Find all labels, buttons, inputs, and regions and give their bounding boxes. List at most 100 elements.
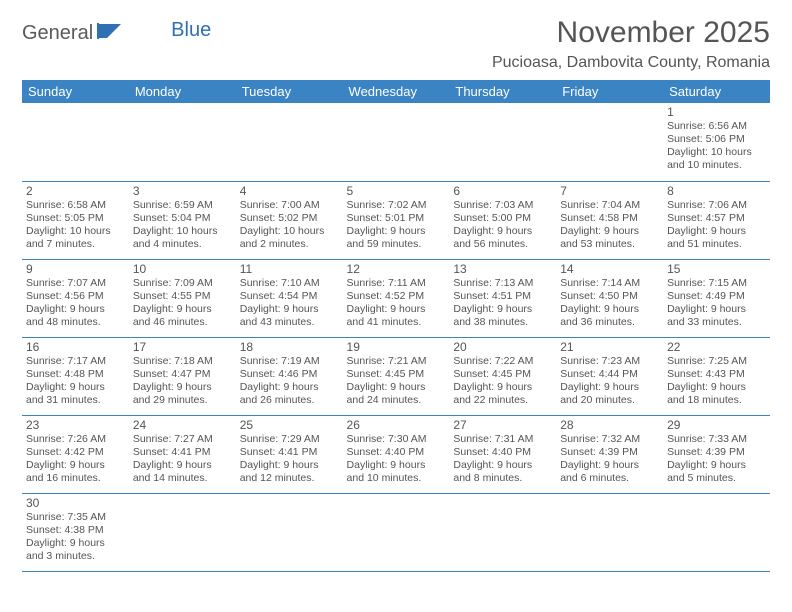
day-header: Tuesday — [236, 80, 343, 103]
day-number: 21 — [560, 340, 659, 354]
calendar-cell: 8Sunrise: 7:06 AMSunset: 4:57 PMDaylight… — [663, 181, 770, 259]
day-info: Sunrise: 7:23 AMSunset: 4:44 PMDaylight:… — [560, 355, 659, 408]
day-info: Sunrise: 6:56 AMSunset: 5:06 PMDaylight:… — [667, 120, 766, 173]
calendar-cell: 5Sunrise: 7:02 AMSunset: 5:01 PMDaylight… — [343, 181, 450, 259]
day-info: Sunrise: 7:21 AMSunset: 4:45 PMDaylight:… — [347, 355, 446, 408]
calendar-row: 30Sunrise: 7:35 AMSunset: 4:38 PMDayligh… — [22, 493, 770, 571]
calendar-cell — [449, 493, 556, 571]
day-number: 14 — [560, 262, 659, 276]
calendar-cell: 7Sunrise: 7:04 AMSunset: 4:58 PMDaylight… — [556, 181, 663, 259]
day-number: 18 — [240, 340, 339, 354]
day-info: Sunrise: 7:31 AMSunset: 4:40 PMDaylight:… — [453, 433, 552, 486]
flag-icon — [97, 22, 123, 45]
calendar-cell: 29Sunrise: 7:33 AMSunset: 4:39 PMDayligh… — [663, 415, 770, 493]
calendar-cell: 18Sunrise: 7:19 AMSunset: 4:46 PMDayligh… — [236, 337, 343, 415]
day-number: 17 — [133, 340, 232, 354]
calendar-cell — [22, 103, 129, 181]
day-number: 19 — [347, 340, 446, 354]
calendar-table: Sunday Monday Tuesday Wednesday Thursday… — [22, 80, 770, 572]
day-number: 4 — [240, 184, 339, 198]
calendar-cell: 25Sunrise: 7:29 AMSunset: 4:41 PMDayligh… — [236, 415, 343, 493]
day-number: 22 — [667, 340, 766, 354]
day-info: Sunrise: 7:30 AMSunset: 4:40 PMDaylight:… — [347, 433, 446, 486]
day-number: 27 — [453, 418, 552, 432]
day-info: Sunrise: 7:32 AMSunset: 4:39 PMDaylight:… — [560, 433, 659, 486]
calendar-row: 16Sunrise: 7:17 AMSunset: 4:48 PMDayligh… — [22, 337, 770, 415]
day-info: Sunrise: 7:22 AMSunset: 4:45 PMDaylight:… — [453, 355, 552, 408]
day-info: Sunrise: 7:27 AMSunset: 4:41 PMDaylight:… — [133, 433, 232, 486]
calendar-cell: 3Sunrise: 6:59 AMSunset: 5:04 PMDaylight… — [129, 181, 236, 259]
calendar-cell: 30Sunrise: 7:35 AMSunset: 4:38 PMDayligh… — [22, 493, 129, 571]
calendar-cell — [129, 493, 236, 571]
day-number: 16 — [26, 340, 125, 354]
calendar-cell — [449, 103, 556, 181]
day-info: Sunrise: 7:35 AMSunset: 4:38 PMDaylight:… — [26, 511, 125, 564]
calendar-cell: 21Sunrise: 7:23 AMSunset: 4:44 PMDayligh… — [556, 337, 663, 415]
day-info: Sunrise: 7:33 AMSunset: 4:39 PMDaylight:… — [667, 433, 766, 486]
day-header: Friday — [556, 80, 663, 103]
day-number: 8 — [667, 184, 766, 198]
day-number: 10 — [133, 262, 232, 276]
day-number: 12 — [347, 262, 446, 276]
calendar-cell: 11Sunrise: 7:10 AMSunset: 4:54 PMDayligh… — [236, 259, 343, 337]
calendar-cell: 20Sunrise: 7:22 AMSunset: 4:45 PMDayligh… — [449, 337, 556, 415]
day-number: 24 — [133, 418, 232, 432]
calendar-cell: 27Sunrise: 7:31 AMSunset: 4:40 PMDayligh… — [449, 415, 556, 493]
calendar-cell — [663, 493, 770, 571]
day-info: Sunrise: 7:00 AMSunset: 5:02 PMDaylight:… — [240, 199, 339, 252]
calendar-row: 1Sunrise: 6:56 AMSunset: 5:06 PMDaylight… — [22, 103, 770, 181]
day-info: Sunrise: 7:02 AMSunset: 5:01 PMDaylight:… — [347, 199, 446, 252]
calendar-cell: 6Sunrise: 7:03 AMSunset: 5:00 PMDaylight… — [449, 181, 556, 259]
day-info: Sunrise: 7:07 AMSunset: 4:56 PMDaylight:… — [26, 277, 125, 330]
calendar-cell: 13Sunrise: 7:13 AMSunset: 4:51 PMDayligh… — [449, 259, 556, 337]
day-info: Sunrise: 7:26 AMSunset: 4:42 PMDaylight:… — [26, 433, 125, 486]
day-number: 5 — [347, 184, 446, 198]
calendar-cell: 26Sunrise: 7:30 AMSunset: 4:40 PMDayligh… — [343, 415, 450, 493]
day-number: 6 — [453, 184, 552, 198]
day-info: Sunrise: 7:03 AMSunset: 5:00 PMDaylight:… — [453, 199, 552, 252]
day-number: 29 — [667, 418, 766, 432]
day-number: 20 — [453, 340, 552, 354]
calendar-cell: 16Sunrise: 7:17 AMSunset: 4:48 PMDayligh… — [22, 337, 129, 415]
calendar-cell — [129, 103, 236, 181]
calendar-cell — [556, 493, 663, 571]
calendar-cell: 24Sunrise: 7:27 AMSunset: 4:41 PMDayligh… — [129, 415, 236, 493]
calendar-cell: 19Sunrise: 7:21 AMSunset: 4:45 PMDayligh… — [343, 337, 450, 415]
logo: General Blue — [22, 16, 211, 45]
calendar-cell — [556, 103, 663, 181]
calendar-cell — [236, 103, 343, 181]
calendar-cell: 1Sunrise: 6:56 AMSunset: 5:06 PMDaylight… — [663, 103, 770, 181]
day-info: Sunrise: 7:18 AMSunset: 4:47 PMDaylight:… — [133, 355, 232, 408]
calendar-row: 9Sunrise: 7:07 AMSunset: 4:56 PMDaylight… — [22, 259, 770, 337]
day-header: Sunday — [22, 80, 129, 103]
logo-text-general: General — [22, 22, 93, 45]
day-number: 15 — [667, 262, 766, 276]
day-number: 9 — [26, 262, 125, 276]
title-block: November 2025 Pucioasa, Dambovita County… — [492, 16, 770, 72]
day-info: Sunrise: 7:17 AMSunset: 4:48 PMDaylight:… — [26, 355, 125, 408]
calendar-cell: 28Sunrise: 7:32 AMSunset: 4:39 PMDayligh… — [556, 415, 663, 493]
calendar-cell: 4Sunrise: 7:00 AMSunset: 5:02 PMDaylight… — [236, 181, 343, 259]
day-number: 30 — [26, 496, 125, 510]
day-info: Sunrise: 7:06 AMSunset: 4:57 PMDaylight:… — [667, 199, 766, 252]
day-header: Monday — [129, 80, 236, 103]
calendar-cell: 9Sunrise: 7:07 AMSunset: 4:56 PMDaylight… — [22, 259, 129, 337]
day-number: 23 — [26, 418, 125, 432]
calendar-row: 23Sunrise: 7:26 AMSunset: 4:42 PMDayligh… — [22, 415, 770, 493]
calendar-cell: 12Sunrise: 7:11 AMSunset: 4:52 PMDayligh… — [343, 259, 450, 337]
calendar-row: 2Sunrise: 6:58 AMSunset: 5:05 PMDaylight… — [22, 181, 770, 259]
day-number: 7 — [560, 184, 659, 198]
day-info: Sunrise: 7:09 AMSunset: 4:55 PMDaylight:… — [133, 277, 232, 330]
calendar-cell: 10Sunrise: 7:09 AMSunset: 4:55 PMDayligh… — [129, 259, 236, 337]
day-info: Sunrise: 6:58 AMSunset: 5:05 PMDaylight:… — [26, 199, 125, 252]
day-info: Sunrise: 7:25 AMSunset: 4:43 PMDaylight:… — [667, 355, 766, 408]
day-info: Sunrise: 7:15 AMSunset: 4:49 PMDaylight:… — [667, 277, 766, 330]
logo-text-blue: Blue — [171, 19, 211, 42]
day-info: Sunrise: 7:04 AMSunset: 4:58 PMDaylight:… — [560, 199, 659, 252]
calendar-cell: 23Sunrise: 7:26 AMSunset: 4:42 PMDayligh… — [22, 415, 129, 493]
day-header: Wednesday — [343, 80, 450, 103]
location: Pucioasa, Dambovita County, Romania — [492, 54, 770, 72]
day-info: Sunrise: 7:19 AMSunset: 4:46 PMDaylight:… — [240, 355, 339, 408]
day-number: 25 — [240, 418, 339, 432]
day-header: Saturday — [663, 80, 770, 103]
